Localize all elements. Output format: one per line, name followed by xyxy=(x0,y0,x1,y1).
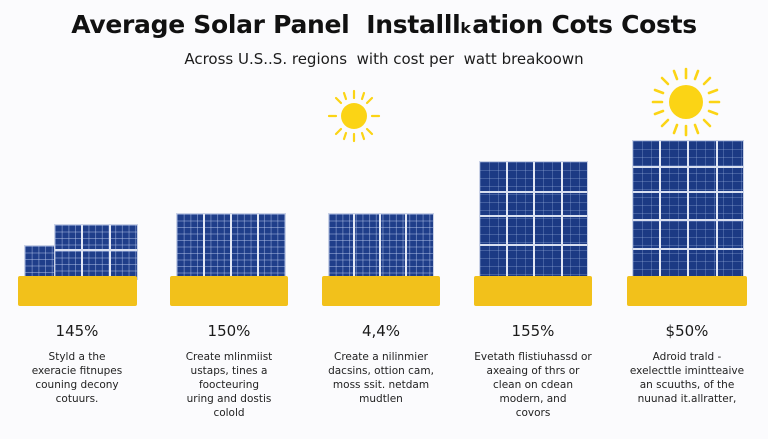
cost-value: 4,4% xyxy=(361,322,401,340)
cost-value: 145% xyxy=(55,322,99,340)
item-description: Create a nilinmier dacsins, ottion cam, … xyxy=(328,351,434,405)
sun-icon xyxy=(327,89,381,143)
cost-value: $50% xyxy=(665,322,709,340)
page-subtitle: Across U.S..S. regions with cost per wat… xyxy=(184,50,584,68)
page-title: Average Solar Panel Installlₖation Cots … xyxy=(71,10,697,39)
platform-base xyxy=(627,276,747,306)
solar-panel-icon xyxy=(176,213,286,280)
sun-icon xyxy=(651,67,721,137)
platform-base xyxy=(322,276,440,306)
item-description: Create mlinmiist ustaps, tines a foocteu… xyxy=(185,351,273,419)
cost-value: 155% xyxy=(511,322,555,340)
solar-panel-icon xyxy=(54,224,138,280)
solar-panel-icon xyxy=(328,213,434,280)
solar-panel-icon xyxy=(632,140,744,279)
item-description: Evetath flistiuhassd or axeaing of thrs … xyxy=(474,351,592,419)
platform-base xyxy=(170,276,288,306)
platform-base xyxy=(474,276,592,306)
solar-panel-icon xyxy=(24,245,56,280)
cost-value: 150% xyxy=(207,322,251,340)
solar-panel-icon xyxy=(479,161,588,279)
item-description: Adroid trald - exelecttle imintteaive an… xyxy=(629,351,745,405)
platform-base xyxy=(18,276,137,306)
item-description: Styld a the exeracie fitnupes couning de… xyxy=(31,351,123,405)
